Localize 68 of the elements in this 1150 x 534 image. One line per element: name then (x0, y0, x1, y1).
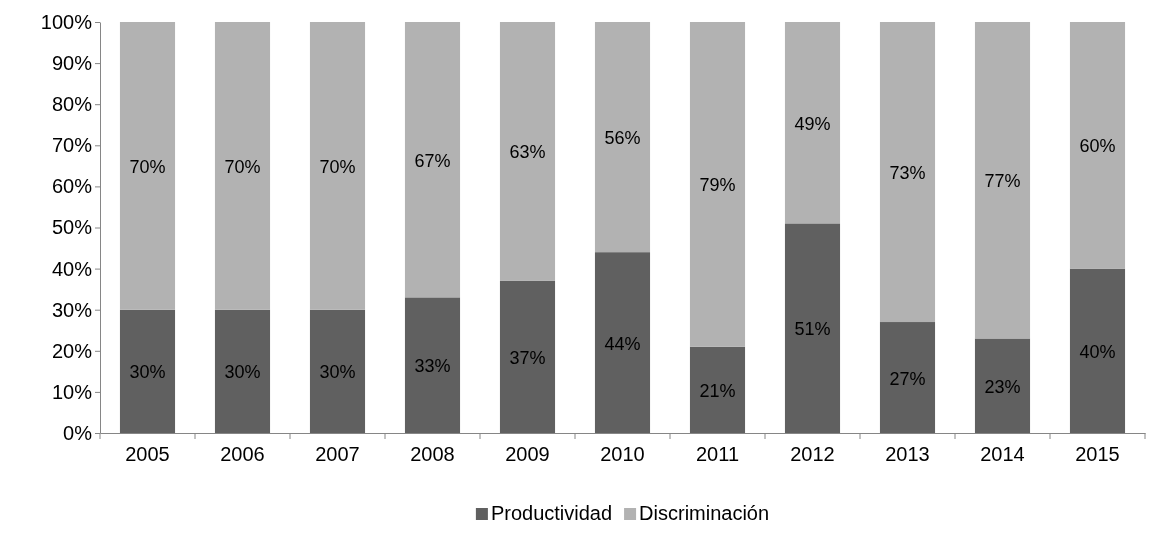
bar (309, 309, 366, 433)
x-tick-label: 2015 (1075, 443, 1120, 466)
data-label: 70% (129, 156, 166, 177)
x-tick-label: 2006 (220, 443, 265, 466)
data-label: 30% (224, 362, 261, 383)
data-label: 21% (699, 380, 736, 401)
bar (404, 22, 461, 298)
bar (119, 22, 176, 310)
data-label: 56% (604, 128, 641, 149)
bar (879, 322, 936, 433)
bar (1069, 22, 1126, 269)
y-tick-label: 50% (51, 216, 93, 239)
legend-label: Productividad (490, 502, 613, 524)
y-tick-label: 40% (51, 257, 93, 280)
x-tick-label: 2012 (790, 443, 835, 466)
data-label: 63% (509, 142, 546, 163)
x-tick-label: 2010 (600, 443, 645, 466)
bar (499, 22, 556, 281)
bar (689, 346, 746, 433)
bar (214, 309, 271, 433)
data-label: 70% (224, 156, 261, 177)
data-label: 40% (1079, 341, 1116, 362)
data-label: 73% (889, 163, 926, 184)
bar (594, 252, 651, 433)
bar (1069, 268, 1126, 433)
data-label: 30% (129, 362, 166, 383)
bar (689, 22, 746, 347)
bar (214, 22, 271, 310)
data-label: 23% (984, 376, 1021, 397)
y-tick-label: 70% (51, 134, 93, 157)
y-tick-label: 30% (51, 298, 93, 321)
bar (974, 22, 1031, 339)
bar (784, 223, 841, 433)
data-label: 77% (984, 171, 1021, 192)
x-tick-label: 2013 (885, 443, 930, 466)
data-label: 67% (414, 150, 451, 171)
bar (309, 22, 366, 310)
data-label: 44% (604, 333, 641, 354)
data-label: 37% (509, 347, 546, 368)
data-label: 33% (414, 356, 451, 377)
y-tick-label: 90% (51, 52, 93, 74)
data-label: 49% (794, 113, 831, 134)
data-label: 51% (794, 319, 831, 340)
x-tick-label: 2009 (505, 443, 550, 466)
x-tick-label: 2014 (980, 443, 1025, 466)
x-tick-label: 2007 (315, 443, 360, 466)
y-tick-label: 20% (51, 339, 93, 362)
data-label: 27% (889, 368, 926, 389)
x-tick-label: 2005 (125, 443, 170, 466)
bar (879, 22, 936, 323)
bar (119, 309, 176, 433)
data-label: 30% (319, 362, 356, 383)
x-tick-label: 2011 (695, 443, 740, 466)
y-tick-label: 0% (63, 421, 93, 444)
data-label: 60% (1079, 136, 1116, 157)
bar (404, 297, 461, 433)
bar (499, 280, 556, 433)
y-tick-label: 10% (51, 380, 93, 403)
bar (974, 338, 1031, 433)
data-label: 79% (699, 175, 736, 196)
data-label: 70% (319, 156, 356, 177)
x-tick-label: 2008 (410, 443, 455, 466)
y-tick-label: 80% (51, 93, 93, 116)
y-tick-label: 100% (40, 10, 93, 33)
y-tick-label: 60% (51, 175, 93, 198)
bar (784, 22, 841, 224)
bar (594, 22, 651, 253)
legend-label: Discriminación (639, 502, 770, 524)
